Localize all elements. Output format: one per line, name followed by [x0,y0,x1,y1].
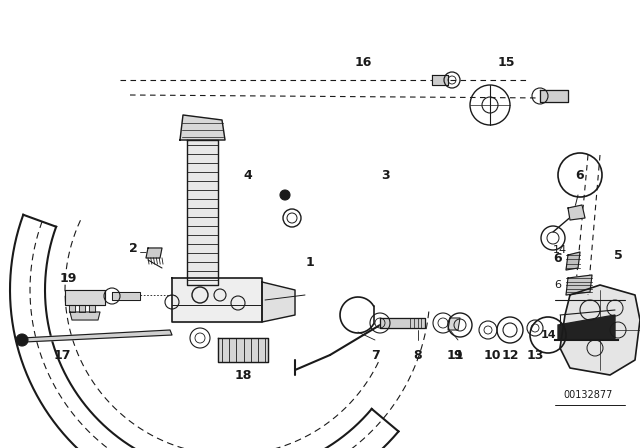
Text: 14: 14 [553,245,567,255]
Text: 19: 19 [60,271,77,284]
Polygon shape [69,305,75,312]
Polygon shape [560,285,640,375]
Text: 14: 14 [540,330,556,340]
Text: 5: 5 [614,249,622,262]
Text: 6: 6 [554,251,563,264]
Polygon shape [262,282,295,322]
Text: 15: 15 [497,56,515,69]
Polygon shape [540,90,568,102]
Text: 12: 12 [501,349,519,362]
Text: 16: 16 [355,56,372,69]
Circle shape [16,334,28,346]
Polygon shape [172,278,262,322]
Polygon shape [568,205,585,220]
Text: 00132877: 00132877 [563,390,612,400]
Text: 2: 2 [129,241,138,254]
Text: 17: 17 [53,349,71,362]
Circle shape [280,190,290,200]
Polygon shape [22,330,172,342]
Text: 1: 1 [306,255,314,268]
Text: 11: 11 [446,349,464,362]
Text: 3: 3 [381,168,389,181]
Polygon shape [448,318,460,330]
Polygon shape [566,275,592,295]
Text: 4: 4 [244,168,252,181]
Text: 7: 7 [371,349,380,362]
Polygon shape [187,140,218,285]
Polygon shape [380,318,425,328]
Text: 6: 6 [576,168,584,181]
Polygon shape [558,315,615,340]
Text: 9: 9 [454,349,462,362]
Text: 13: 13 [526,349,544,362]
Polygon shape [65,290,105,305]
Polygon shape [89,305,95,312]
Text: 18: 18 [234,369,252,382]
Polygon shape [180,115,225,140]
Polygon shape [432,75,448,85]
Polygon shape [218,338,268,362]
Polygon shape [146,248,162,258]
Polygon shape [112,292,140,300]
Polygon shape [70,312,100,320]
Polygon shape [566,252,580,270]
Polygon shape [79,305,85,312]
Text: 6: 6 [554,280,561,290]
Text: 8: 8 [413,349,422,362]
Text: 10: 10 [483,349,500,362]
